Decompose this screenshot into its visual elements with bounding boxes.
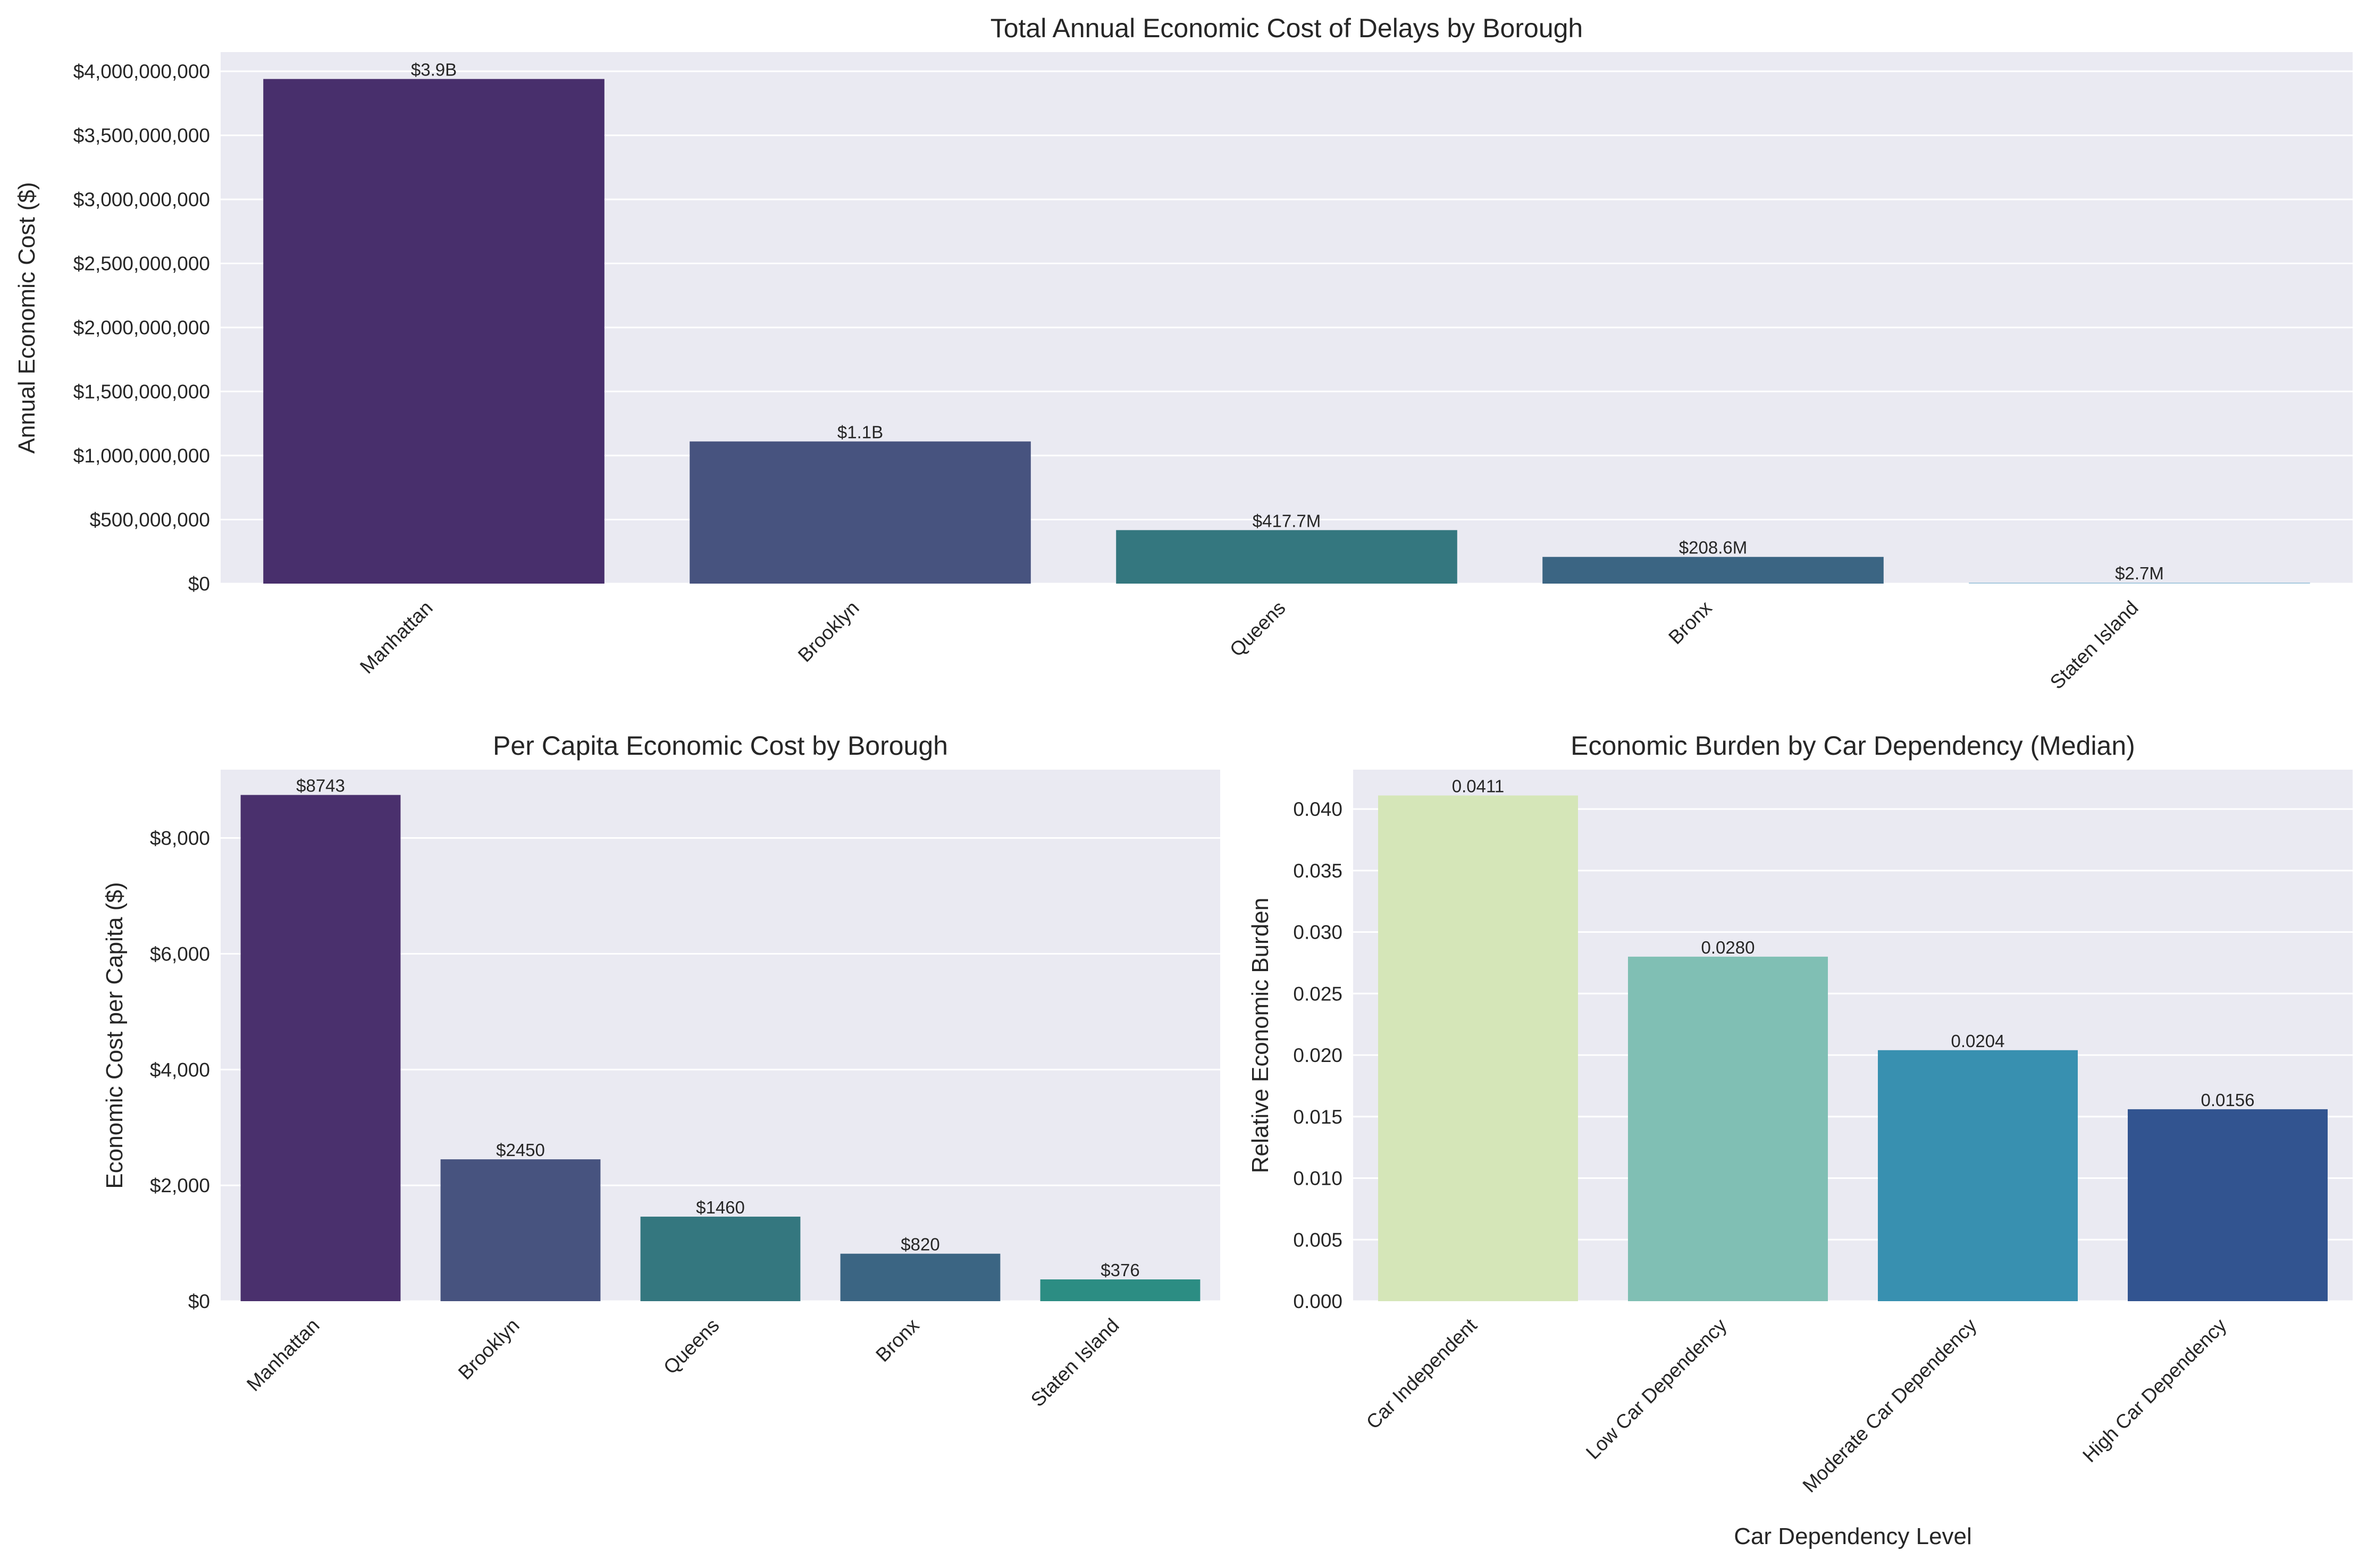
y-tick-label-car-dependency-1: 0.005 [1293,1229,1342,1251]
bar-per-capita-3 [840,1253,1001,1301]
y-tick-label-car-dependency-5: 0.025 [1293,983,1342,1005]
y-tick-label-per-capita-3: $6,000 [150,943,210,965]
x-ticks-car-dependency: Car Independent Low Car Dependency Moderat… [1362,1314,2231,1497]
y-tick-label-per-capita-1: $2,000 [150,1175,210,1196]
x-tick-label-total-cost-2: Queens [1226,597,1290,661]
y-tick-label-car-dependency-2: 0.010 [1293,1168,1342,1190]
data-label-total-cost-0: $3.9B [411,60,457,80]
x-ticks-per-capita: Manhattan Brooklyn Queens Bronx Staten Islan… [242,1314,1123,1411]
data-label-per-capita-1: $2450 [496,1140,545,1160]
chart-title-total-cost: Total Annual Economic Cost of Delays by … [991,13,1583,43]
y-tick-label-car-dependency-0: 0.000 [1293,1291,1342,1312]
y-axis-label-car-dependency: Relative Economic Burden [1247,898,1273,1173]
bar-per-capita-1 [440,1159,601,1301]
data-label-car-dependency-1: 0.0280 [1701,938,1755,957]
y-axis-label-total-cost: Annual Economic Cost ($) [14,182,40,453]
x-tick-label-total-cost-3: Bronx [1664,596,1716,648]
y-tick-label-total-cost-6: $3,000,000,000 [73,189,210,210]
data-label-per-capita-2: $1460 [696,1198,745,1217]
y-tick-label-total-cost-2: $1,000,000,000 [73,445,210,467]
chart-title-car-dependency: Economic Burden by Car Dependency (Media… [1571,731,2135,761]
y-tick-label-car-dependency-4: 0.020 [1293,1044,1342,1066]
chart-per-capita: $0 $2,000 $4,000 $6,000 $8,000 Manhattan Broo… [102,731,1220,1411]
y-tick-label-total-cost-4: $2,000,000,000 [73,317,210,339]
y-ticks-total-cost: $0 $500,000,000 $1,000,000,000 $1,500,000,0… [73,61,210,595]
y-tick-label-total-cost-5: $2,500,000,000 [73,253,210,275]
x-tick-label-total-cost-1: Brooklyn [794,597,863,667]
data-labels-total-cost: $3.9B $1.1B $417.7M $208.6M $2.7M [411,60,2164,583]
bar-total-cost-4 [1969,583,2310,584]
bar-per-capita-0 [240,795,401,1301]
x-tick-label-total-cost-0: Manhattan [356,597,437,678]
y-tick-label-total-cost-7: $3,500,000,000 [73,125,210,147]
y-ticks-car-dependency: 0.000 0.005 0.010 0.015 0.020 0.025 0.030 0.035… [1293,798,1342,1312]
data-label-car-dependency-3: 0.0156 [2201,1090,2255,1110]
bar-per-capita-2 [640,1216,801,1301]
bar-total-cost-2 [1116,530,1457,584]
bars-car-dependency [1378,795,2328,1301]
bars-per-capita [240,795,1201,1301]
chart-car-dependency: 0.000 0.005 0.010 0.015 0.020 0.025 0.030 0.035… [1247,731,2353,1549]
bar-per-capita-4 [1040,1279,1201,1301]
x-tick-label-per-capita-3: Bronx [871,1314,924,1366]
chart-total-cost: $0 $500,000,000 $1,000,000,000 $1,500,000,0… [14,13,2353,693]
x-tick-label-car-dependency-2: Moderate Car Dependency [1799,1314,1981,1496]
data-label-car-dependency-2: 0.0204 [1951,1031,2005,1051]
data-label-per-capita-0: $8743 [296,776,345,796]
y-tick-label-per-capita-4: $8,000 [150,828,210,849]
data-label-total-cost-4: $2.7M [2115,563,2164,583]
data-label-car-dependency-0: 0.0411 [1452,777,1504,796]
data-label-per-capita-4: $376 [1101,1260,1139,1280]
x-tick-label-car-dependency-1: Low Car Dependency [1582,1314,1731,1463]
x-ticks-total-cost: Manhattan Brooklyn Queens Bronx Staten Islan… [356,596,2143,693]
bars-total-cost [263,79,2310,584]
bar-total-cost-0 [263,79,605,584]
y-ticks-per-capita: $0 $2,000 $4,000 $6,000 $8,000 [150,828,210,1312]
y-tick-label-total-cost-0: $0 [188,573,210,595]
data-labels-car-dependency: 0.0411 0.0280 0.0204 0.0156 [1452,777,2255,1110]
y-tick-label-per-capita-0: $0 [188,1291,210,1312]
y-axis-label-per-capita: Economic Cost per Capita ($) [102,882,128,1188]
y-tick-label-car-dependency-8: 0.040 [1293,798,1342,820]
data-label-total-cost-1: $1.1B [837,423,883,442]
data-label-total-cost-2: $417.7M [1253,511,1321,530]
y-tick-label-car-dependency-6: 0.030 [1293,922,1342,943]
y-tick-label-per-capita-2: $4,000 [150,1059,210,1081]
data-label-total-cost-3: $208.6M [1679,538,1747,558]
bar-car-dependency-2 [1878,1050,2078,1301]
x-tick-label-per-capita-0: Manhattan [242,1314,324,1396]
y-tick-label-total-cost-8: $4,000,000,000 [73,61,210,82]
bar-car-dependency-0 [1378,795,1578,1301]
x-tick-label-per-capita-4: Staten Island [1027,1314,1123,1411]
bar-car-dependency-1 [1628,956,1828,1301]
data-label-per-capita-3: $820 [901,1235,939,1254]
bar-total-cost-1 [690,441,1031,584]
y-tick-label-total-cost-1: $500,000,000 [90,509,210,531]
y-tick-label-total-cost-3: $1,500,000,000 [73,381,210,403]
data-labels-per-capita: $8743 $2450 $1460 $820 $376 [296,776,1140,1280]
chart-title-per-capita: Per Capita Economic Cost by Borough [493,731,948,761]
x-tick-label-total-cost-4: Staten Island [2046,597,2143,694]
bar-car-dependency-3 [2128,1109,2328,1301]
bar-total-cost-3 [1542,557,1884,584]
x-tick-label-car-dependency-3: High Car Dependency [2078,1314,2231,1466]
x-tick-label-car-dependency-0: Car Independent [1362,1314,1481,1433]
y-tick-label-car-dependency-3: 0.015 [1293,1106,1342,1128]
x-tick-label-per-capita-1: Brooklyn [454,1314,524,1384]
x-axis-label-car-dependency: Car Dependency Level [1734,1523,1972,1549]
x-tick-label-per-capita-2: Queens [659,1314,724,1379]
y-tick-label-car-dependency-7: 0.035 [1293,860,1342,882]
